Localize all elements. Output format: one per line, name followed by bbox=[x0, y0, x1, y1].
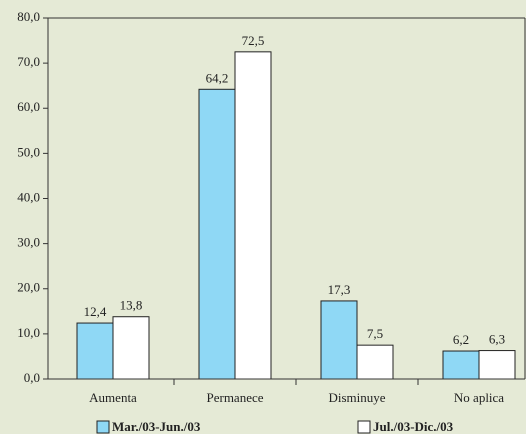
bar bbox=[198, 88, 236, 380]
bar bbox=[478, 350, 516, 380]
x-tick-label: Aumenta bbox=[89, 390, 137, 405]
bar bbox=[112, 316, 150, 380]
value-label: 6,3 bbox=[489, 332, 505, 347]
bar bbox=[356, 344, 394, 380]
bar bbox=[76, 322, 114, 380]
value-label: 17,3 bbox=[328, 282, 351, 297]
value-label: 6,2 bbox=[453, 332, 469, 347]
x-tick-label: No aplica bbox=[454, 390, 504, 405]
y-tick-label: 40,0 bbox=[17, 189, 40, 204]
x-tick-label: Permanece bbox=[206, 390, 263, 405]
y-tick-label: 80,0 bbox=[17, 9, 40, 24]
legend-swatch bbox=[357, 420, 371, 434]
y-tick-label: 20,0 bbox=[17, 280, 40, 295]
value-label: 13,8 bbox=[120, 298, 143, 313]
y-tick-label: 10,0 bbox=[17, 325, 40, 340]
legend-label: Mar./03-Jun./03 bbox=[112, 419, 201, 434]
value-label: 12,4 bbox=[84, 304, 107, 319]
bar bbox=[234, 51, 272, 380]
legend-label: Jul./03-Dic./03 bbox=[373, 419, 454, 434]
y-tick-label: 30,0 bbox=[17, 235, 40, 250]
y-tick-label: 70,0 bbox=[17, 54, 40, 69]
y-tick-label: 50,0 bbox=[17, 144, 40, 159]
bar bbox=[320, 300, 358, 380]
y-tick-label: 60,0 bbox=[17, 99, 40, 114]
value-label: 64,2 bbox=[206, 70, 229, 85]
y-tick-label: 0,0 bbox=[24, 370, 40, 385]
bar bbox=[442, 350, 480, 380]
x-tick-label: Disminuye bbox=[328, 390, 385, 405]
value-label: 72,5 bbox=[242, 33, 265, 48]
legend-swatch bbox=[96, 420, 110, 434]
value-label: 7,5 bbox=[367, 326, 383, 341]
